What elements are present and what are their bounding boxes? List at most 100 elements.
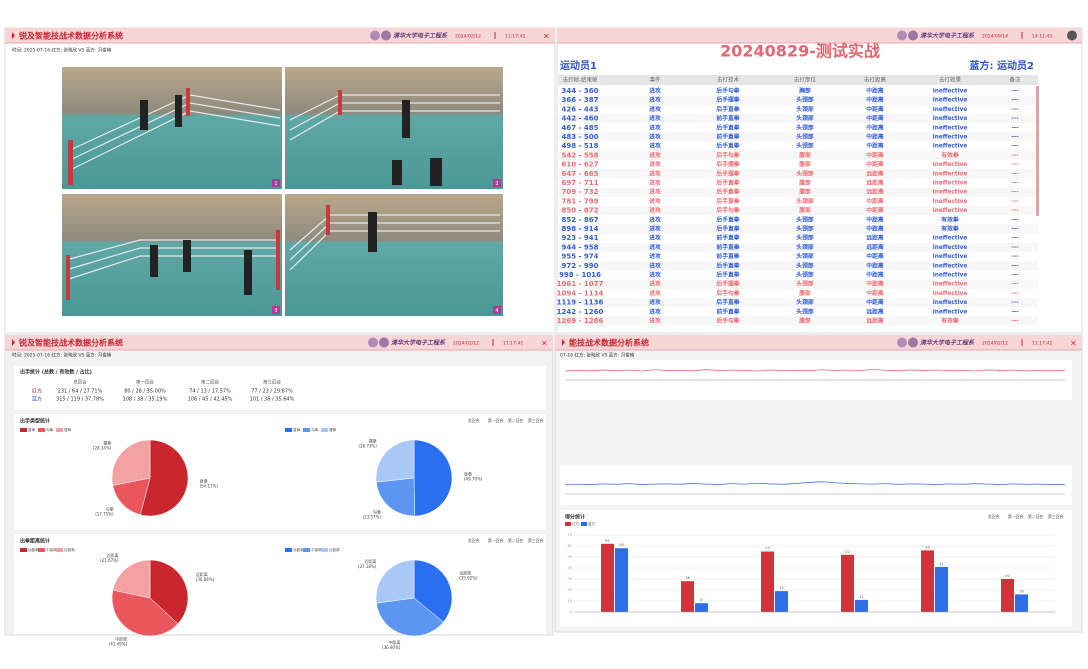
column-header: 击打帧-结束帧 bbox=[563, 76, 598, 84]
table-cell: 进攻 bbox=[649, 142, 661, 150]
legend-swatch bbox=[565, 522, 571, 526]
table-cell: 442 - 460 bbox=[561, 115, 598, 123]
table-cell: 进攻 bbox=[649, 188, 661, 196]
table-cell: ineffective bbox=[933, 98, 968, 104]
table-cell: ineffective bbox=[933, 135, 968, 141]
table-cell: 后手直拳 bbox=[716, 271, 739, 279]
bar bbox=[855, 599, 868, 612]
table-cell: 后手直拳 bbox=[716, 197, 739, 205]
table-cell: 进攻 bbox=[649, 197, 661, 205]
table-cell: 前手直拳 bbox=[716, 114, 739, 122]
table-cell: 进攻 bbox=[649, 105, 661, 113]
round-tab[interactable]: 第二回合 bbox=[508, 418, 523, 423]
blue-timeline-card bbox=[560, 465, 1072, 505]
row-stripe bbox=[558, 316, 1038, 326]
header-bar bbox=[555, 335, 1082, 350]
slice-label: 远距离 bbox=[459, 570, 471, 576]
table-cell: 进攻 bbox=[649, 179, 661, 187]
table-cell: --- bbox=[1011, 208, 1019, 214]
table-cell: --- bbox=[1011, 263, 1019, 269]
table-cell: ineffective bbox=[933, 171, 968, 177]
table-cell: ineffective bbox=[933, 144, 968, 150]
table-cell: ineffective bbox=[933, 309, 968, 315]
slice-label: 近距离 bbox=[364, 558, 376, 564]
table-cell: 中距离 bbox=[866, 280, 884, 288]
table-cell: --- bbox=[1011, 199, 1019, 205]
round-tab[interactable]: 第二回合 bbox=[508, 538, 523, 543]
close-button[interactable] bbox=[1067, 30, 1077, 41]
round-tab[interactable]: 第一回合 bbox=[1008, 514, 1023, 519]
table-header-bg bbox=[558, 75, 1038, 85]
table-cell: --- bbox=[1011, 217, 1019, 223]
pie-slice bbox=[375, 439, 415, 483]
slice-value: (17.75%) bbox=[95, 511, 114, 516]
table-cell: ineffective bbox=[933, 190, 968, 196]
table-cell: 852 - 867 bbox=[561, 216, 598, 224]
round-tab[interactable]: 第三回合 bbox=[528, 418, 543, 423]
round-tab[interactable]: 第二回合 bbox=[1028, 514, 1043, 519]
bar-value: 8 bbox=[700, 598, 702, 602]
round-tab[interactable]: 总回合 bbox=[468, 538, 480, 543]
table-cell: 远距离 bbox=[866, 234, 884, 242]
table-cell: 77 / 23 / 29.87% bbox=[251, 389, 293, 395]
round-tab[interactable]: 第三回合 bbox=[528, 538, 543, 543]
table-cell: 后手直拳 bbox=[716, 105, 739, 113]
table-cell: ineffective bbox=[933, 236, 968, 242]
table-cell: 前手直拳 bbox=[716, 252, 739, 260]
round-tab[interactable]: 第一回合 bbox=[488, 418, 503, 423]
round-tab[interactable]: 总回合 bbox=[468, 418, 480, 423]
frame-number: 4 bbox=[495, 308, 498, 314]
table-cell: 进攻 bbox=[649, 307, 661, 315]
close-button[interactable]: × bbox=[1070, 339, 1077, 348]
table-cell: 后手勾拳 bbox=[716, 289, 739, 297]
table-cell: ineffective bbox=[933, 291, 968, 297]
table-cell: 头颈部 bbox=[796, 215, 814, 223]
pie-slice bbox=[413, 559, 453, 623]
legend-swatch bbox=[56, 548, 63, 552]
table-cell: --- bbox=[1011, 227, 1019, 233]
slice-label: 勾拳 bbox=[373, 509, 381, 515]
legend-swatch bbox=[303, 548, 310, 552]
video-frame bbox=[62, 67, 282, 189]
table-cell: 头颈部 bbox=[796, 280, 814, 288]
legend-swatch bbox=[581, 522, 587, 526]
y-tick-label: 10 bbox=[568, 599, 572, 603]
header-date: 2024/02/12 bbox=[455, 34, 481, 40]
round-tab[interactable]: 第一回合 bbox=[488, 538, 503, 543]
slice-value: (36.90%) bbox=[382, 645, 401, 650]
pie-slice bbox=[149, 559, 189, 625]
logo bbox=[379, 337, 389, 348]
pie-slice bbox=[112, 477, 151, 516]
legend-swatch bbox=[20, 548, 27, 552]
round-tab[interactable]: 第三回合 bbox=[1048, 514, 1063, 519]
round-tab[interactable]: 总回合 bbox=[988, 514, 1000, 519]
logo bbox=[908, 30, 918, 41]
table-cell: 426 - 443 bbox=[561, 105, 598, 113]
legend-swatch bbox=[321, 428, 328, 432]
pie-slice bbox=[139, 439, 189, 517]
legend-label: 直拳 bbox=[293, 427, 301, 432]
table-cell: 后手直拳 bbox=[716, 123, 739, 131]
table-cell: 腹部 bbox=[799, 160, 811, 168]
table-cell: 前手直拳 bbox=[716, 133, 739, 141]
column-header: 第一回合 bbox=[136, 379, 154, 386]
table-cell: 远距离 bbox=[866, 179, 884, 187]
row-stripe bbox=[558, 187, 1038, 197]
slice-value: (21.67%) bbox=[100, 558, 119, 563]
table-cell: 进攻 bbox=[649, 252, 661, 260]
legend-swatch bbox=[38, 428, 45, 432]
table-cell: 231 / 64 / 27.71% bbox=[58, 389, 103, 395]
table-cell: 进攻 bbox=[649, 169, 661, 177]
table-cell: 中距离 bbox=[866, 123, 884, 131]
legend-label: 摆拳 bbox=[329, 427, 337, 432]
y-tick-label: 60 bbox=[568, 544, 572, 548]
table-cell: 后手直拳 bbox=[716, 261, 739, 269]
timeline-line bbox=[564, 481, 1066, 486]
table-cell: 腹部 bbox=[799, 188, 811, 196]
table-cell: 前手直拳 bbox=[716, 307, 739, 315]
event-title: 20240829-测试实战 bbox=[720, 42, 880, 61]
close-button[interactable]: × bbox=[543, 32, 550, 41]
table-cell: 344 - 360 bbox=[561, 87, 598, 95]
close-button[interactable]: × bbox=[541, 339, 548, 348]
table-cell: --- bbox=[1011, 273, 1019, 279]
